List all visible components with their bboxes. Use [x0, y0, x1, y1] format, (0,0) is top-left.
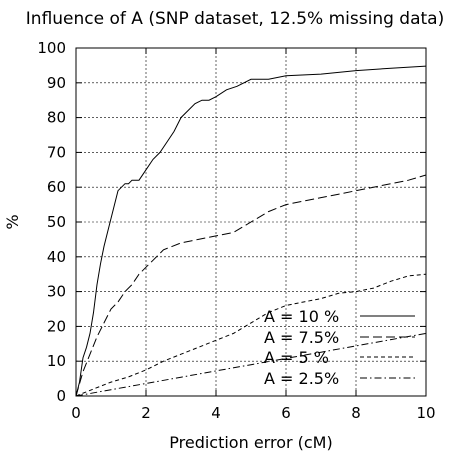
y-tick-label: 40	[47, 248, 66, 266]
legend-label-2: A = 7.5%	[264, 328, 339, 347]
y-axis-label: %	[3, 214, 22, 229]
x-axis-label: Prediction error (cM)	[169, 433, 332, 452]
series-line-4	[75, 332, 427, 397]
y-tick-label: 80	[47, 109, 66, 127]
y-tick-label: 70	[47, 143, 66, 161]
x-tick-label: 8	[351, 404, 361, 422]
plot-frame	[75, 47, 427, 397]
series-group	[75, 65, 427, 397]
y-tick-label: 0	[56, 387, 66, 405]
y-tick-label: 30	[47, 283, 66, 301]
legend-label-1: A = 10 %	[264, 307, 339, 326]
legend: A = 10 % A = 7.5%A = 5 % A = 2.5%	[264, 307, 415, 388]
y-tick-label: 20	[47, 317, 66, 335]
series-line-3	[75, 273, 427, 397]
y-tick-label: 60	[47, 178, 66, 196]
y-tick-label: 50	[47, 213, 66, 231]
x-tick-label: 6	[281, 404, 291, 422]
legend-label-3: A = 5 %	[264, 348, 329, 367]
grid	[76, 48, 426, 396]
series-line-2	[75, 174, 427, 397]
legend-label-4: A = 2.5%	[264, 369, 339, 388]
x-tick-label: 4	[211, 404, 221, 422]
y-tick-label: 10	[47, 352, 66, 370]
x-tick-label: 2	[141, 404, 151, 422]
x-tick-label: 10	[416, 404, 435, 422]
chart-title: Influence of A (SNP dataset, 12.5% missi…	[26, 9, 444, 29]
y-tick-label: 90	[47, 74, 66, 92]
y-tick-label: 100	[37, 39, 66, 57]
x-tick-label: 0	[71, 404, 81, 422]
series-line-1	[75, 65, 427, 397]
